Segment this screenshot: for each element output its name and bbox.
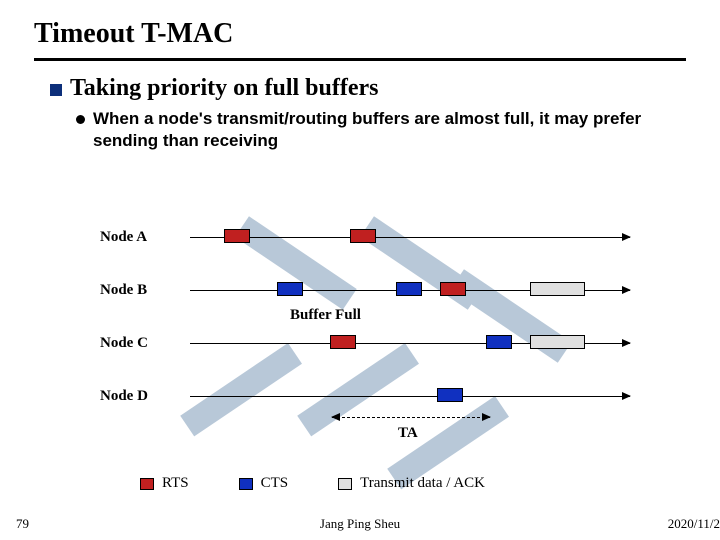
legend-item: RTS	[140, 475, 189, 492]
packet-box	[437, 388, 463, 402]
slide-number: 79	[16, 516, 29, 532]
overhear-band	[297, 343, 419, 436]
packet-box	[530, 282, 585, 296]
ta-label: TA	[398, 425, 418, 442]
legend-label: CTS	[261, 475, 289, 492]
packet-box	[277, 282, 303, 296]
footer-date: 2020/11/2	[668, 516, 720, 532]
timeline	[190, 396, 630, 397]
node-label: Node D	[100, 388, 148, 405]
overhear-band	[180, 343, 302, 436]
legend-label: Transmit data / ACK	[360, 475, 485, 492]
legend: RTS CTS Transmit data / ACK	[140, 475, 485, 492]
slide-title: Timeout T-MAC	[0, 0, 720, 58]
packet-box	[224, 229, 250, 243]
node-label: Node A	[100, 229, 147, 246]
timeline	[190, 237, 630, 238]
packet-box	[440, 282, 466, 296]
packet-box	[396, 282, 422, 296]
footer-author: Jang Ping Sheu	[320, 516, 400, 532]
packet-box	[330, 335, 356, 349]
main-bullet-text: Taking priority on full buffers	[70, 75, 379, 102]
node-label: Node B	[100, 282, 147, 299]
square-bullet-icon	[50, 84, 62, 96]
legend-label: RTS	[162, 475, 189, 492]
legend-swatch	[239, 478, 253, 490]
buffer-full-label: Buffer Full	[290, 307, 361, 324]
node-label: Node C	[100, 335, 148, 352]
dot-bullet-icon	[76, 115, 85, 124]
legend-item: Transmit data / ACK	[338, 475, 485, 492]
packet-box	[486, 335, 512, 349]
legend-item: CTS	[239, 475, 289, 492]
content-area: Taking priority on full buffers When a n…	[0, 61, 720, 152]
ta-interval-arrow	[332, 417, 490, 418]
packet-box	[350, 229, 376, 243]
sub-bullet-text: When a node's transmit/routing buffers a…	[93, 108, 686, 152]
sub-bullet: When a node's transmit/routing buffers a…	[50, 108, 686, 152]
packet-box	[530, 335, 585, 349]
legend-swatch	[140, 478, 154, 490]
legend-swatch	[338, 478, 352, 490]
main-bullet: Taking priority on full buffers	[50, 75, 686, 102]
timing-diagram: Node A Node B Node C Node D Buffer Full TA	[100, 225, 660, 455]
